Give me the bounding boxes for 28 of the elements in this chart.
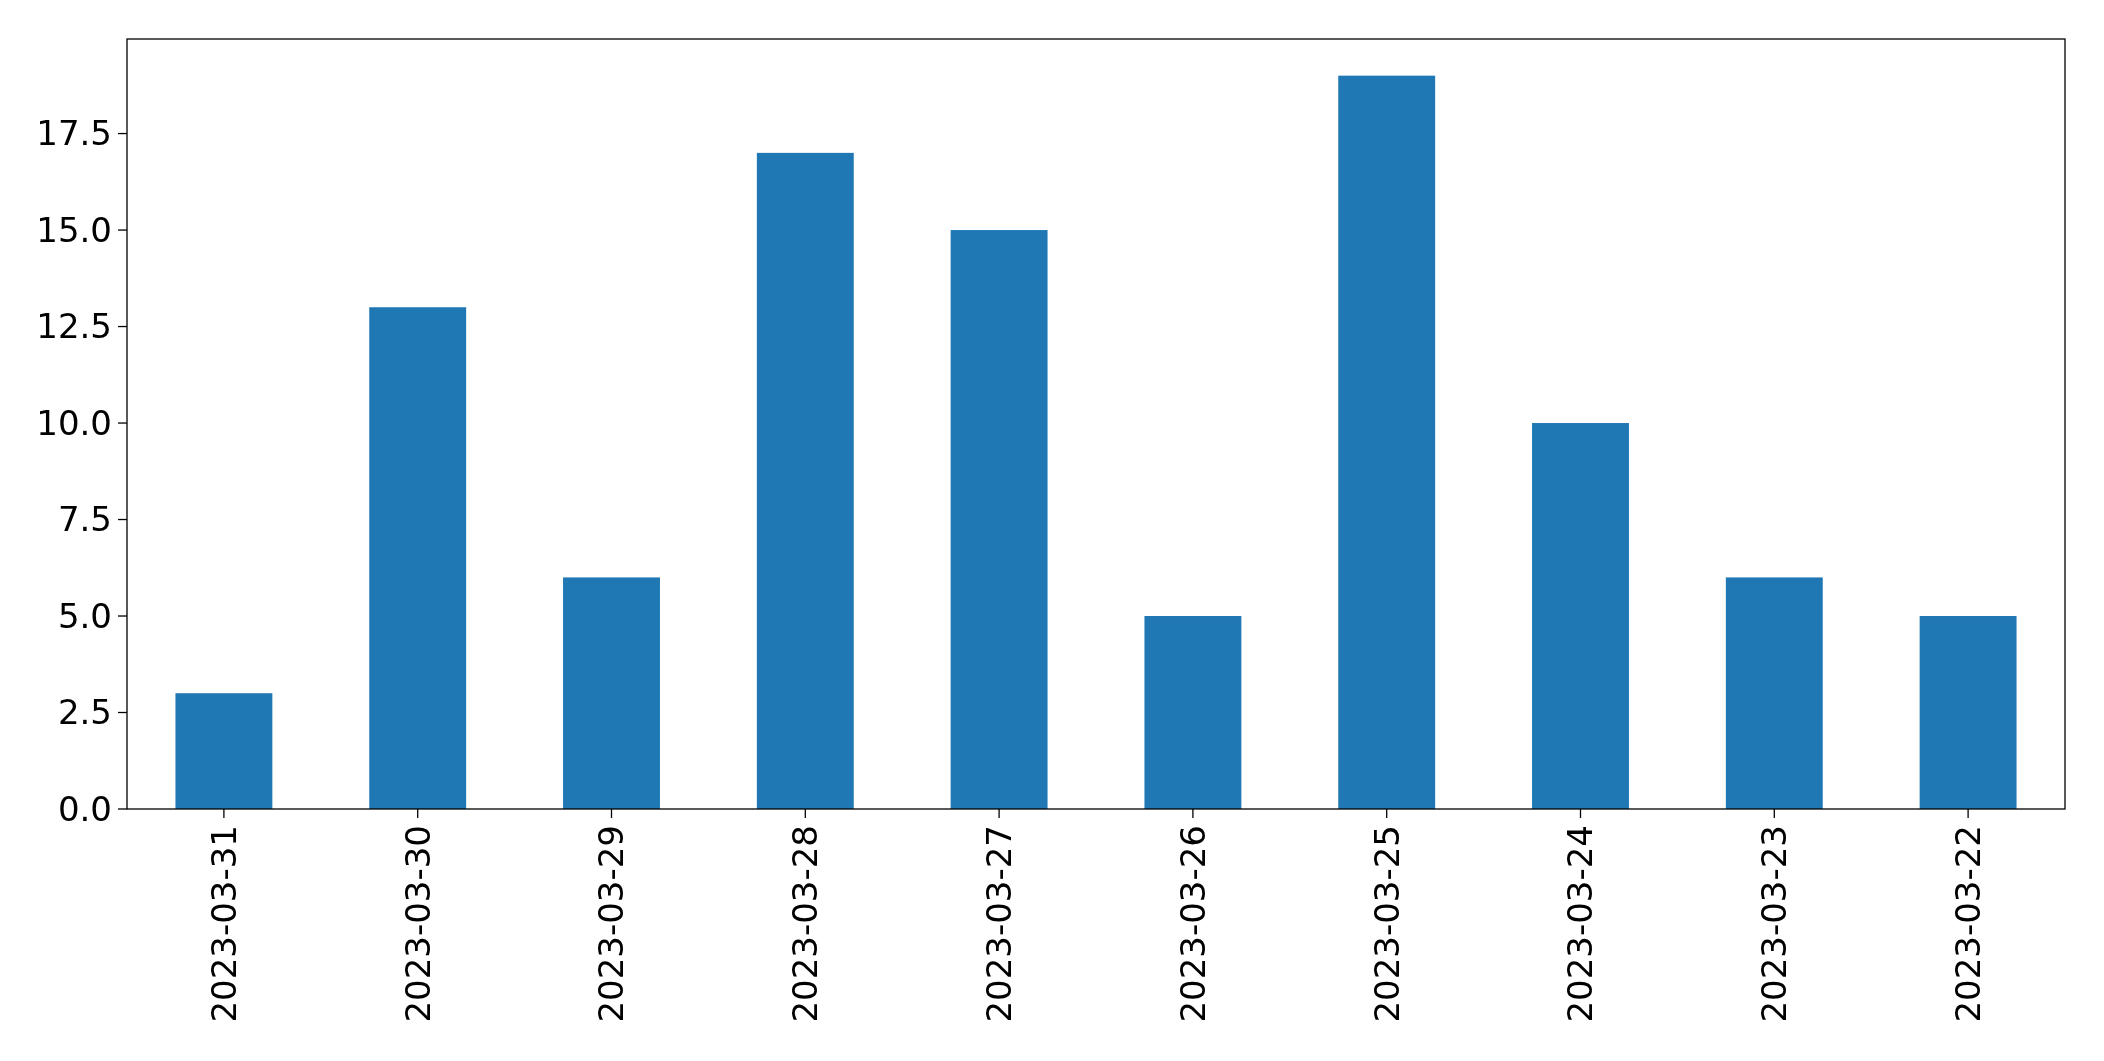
y-tick-label: 10.0 [36, 402, 112, 443]
y-tick-label: 0.0 [57, 788, 112, 829]
y-tick-label: 7.5 [57, 499, 112, 540]
x-tick-label: 2023-03-27 [979, 825, 1019, 1023]
x-tick-label: 2023-03-26 [1172, 825, 1213, 1023]
bar [1144, 616, 1242, 809]
x-tick-label: 2023-03-31 [203, 825, 244, 1023]
bar [1919, 616, 2017, 809]
x-tick-label: 2023-03-30 [397, 825, 438, 1023]
y-tick-label: 5.0 [57, 595, 112, 636]
x-tick-label: 2023-03-22 [1948, 825, 1988, 1023]
y-tick-label: 17.5 [36, 113, 112, 154]
y-tick-label: 2.5 [57, 692, 112, 733]
bar [1725, 577, 1823, 809]
x-tick-label: 2023-03-29 [591, 825, 632, 1023]
bar [175, 693, 273, 809]
bar [1338, 75, 1436, 809]
bar [756, 152, 854, 809]
bar [563, 577, 660, 809]
bar [950, 230, 1048, 809]
y-tick-label: 15.0 [36, 209, 112, 250]
x-tick-label: 2023-03-24 [1560, 825, 1601, 1023]
bar [369, 307, 467, 809]
x-tick-label: 2023-03-23 [1754, 825, 1795, 1023]
bar [1532, 423, 1629, 809]
x-tick-label: 2023-03-25 [1366, 825, 1407, 1023]
x-tick-label: 2023-03-28 [785, 825, 826, 1023]
y-tick-label: 12.5 [36, 306, 112, 347]
